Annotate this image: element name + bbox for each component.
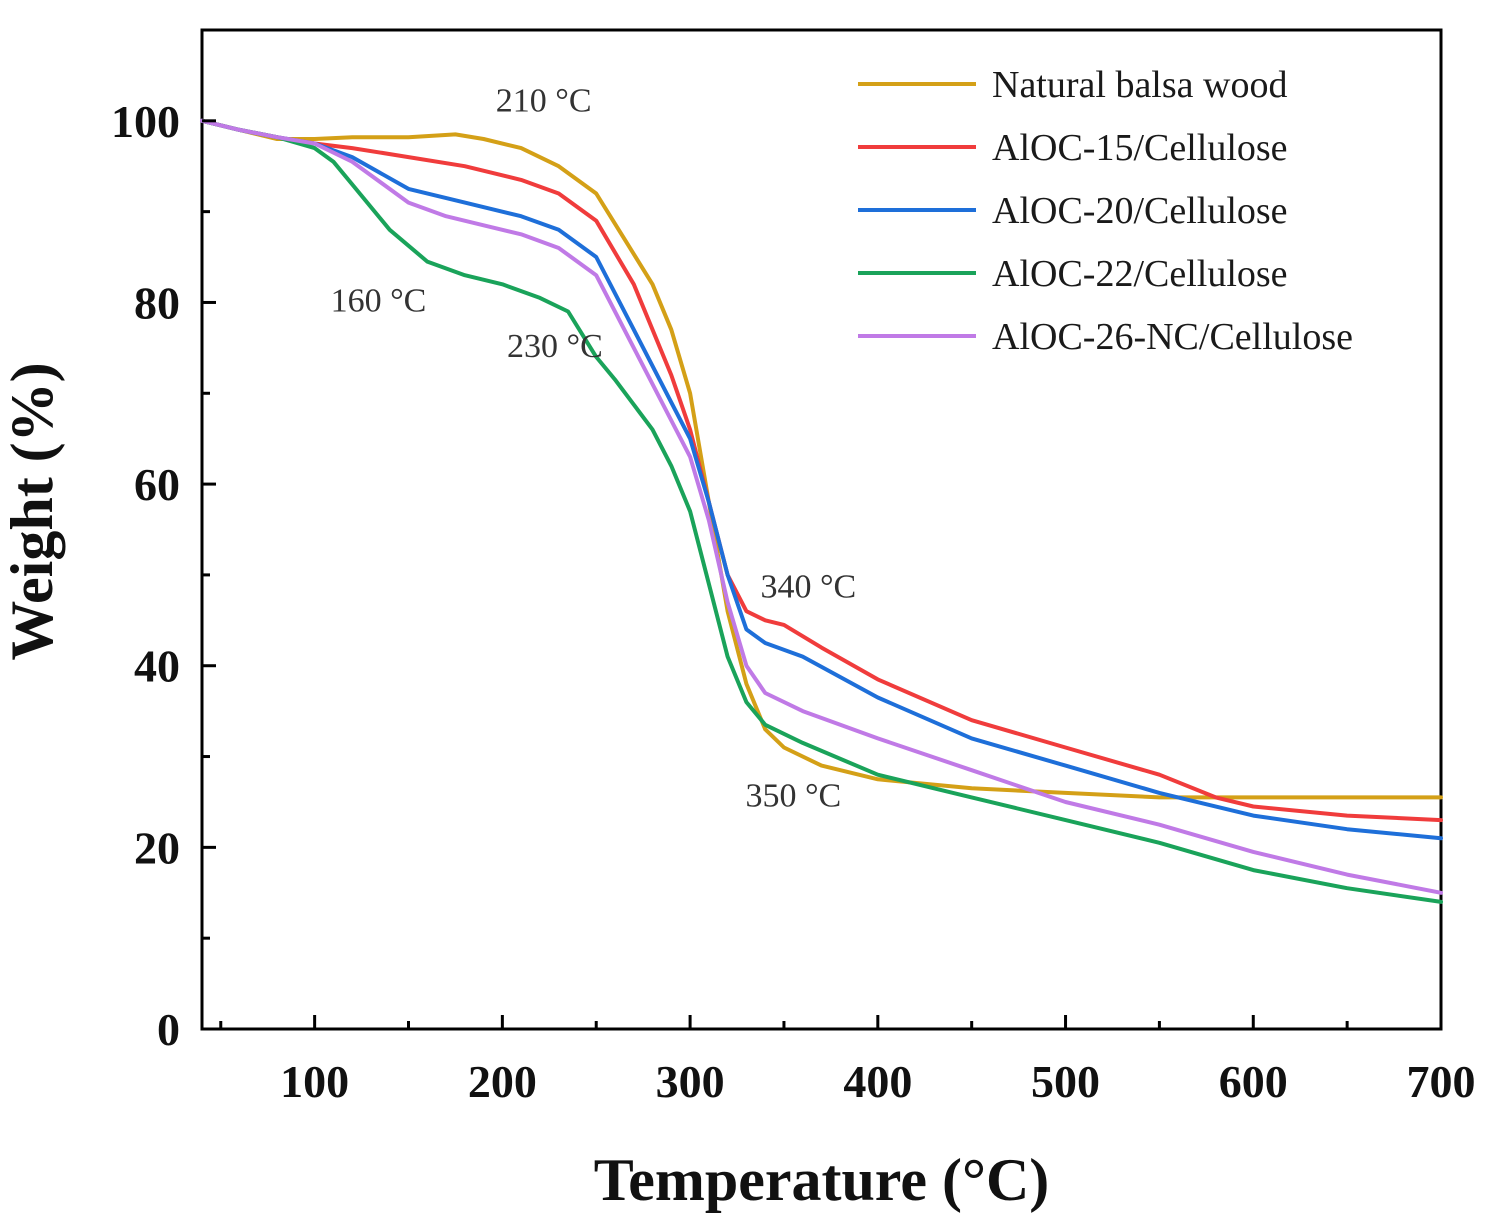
series-line-0 bbox=[200, 118, 1443, 800]
temperature-annotation: 340 °C bbox=[760, 569, 856, 606]
legend: Natural balsa wood AlOC-15/Cellulose AlOC-… bbox=[858, 64, 1353, 358]
annotations: 210 °C 160 °C 230 °C 340 °C 350 °C bbox=[331, 83, 857, 815]
x-tick-label: 100 bbox=[280, 1056, 349, 1107]
legend-label: AlOC-20/Cellulose bbox=[992, 190, 1288, 232]
y-axis-ticks: 0 20 40 60 80 100 bbox=[111, 96, 216, 1055]
x-tick-label: 400 bbox=[843, 1056, 912, 1107]
temperature-annotation: 230 °C bbox=[507, 328, 603, 365]
legend-label: AlOC-26-NC/Cellulose bbox=[992, 316, 1353, 358]
series-line-2 bbox=[200, 118, 1443, 841]
x-tick-label: 500 bbox=[1031, 1056, 1100, 1107]
y-tick-label: 0 bbox=[157, 1004, 180, 1055]
x-tick-label: 300 bbox=[656, 1056, 725, 1107]
y-axis-title: Weight (%) bbox=[0, 362, 65, 660]
y-tick-label: 20 bbox=[134, 822, 180, 873]
legend-label: AlOC-22/Cellulose bbox=[992, 253, 1288, 295]
series-group bbox=[200, 118, 1443, 904]
series-line-3 bbox=[200, 118, 1443, 904]
y-tick-label: 60 bbox=[134, 459, 180, 510]
temperature-annotation: 210 °C bbox=[496, 83, 592, 120]
x-tick-label: 600 bbox=[1219, 1056, 1288, 1107]
x-tick-label: 200 bbox=[468, 1056, 537, 1107]
plot-frame bbox=[200, 28, 1443, 1031]
plot-area: 100 200 300 400 500 600 700 0 20 40 60 80 100 210 °… bbox=[111, 28, 1476, 1107]
y-tick-label: 80 bbox=[134, 277, 180, 328]
series-line-4 bbox=[200, 118, 1443, 895]
x-axis-ticks: 100 200 300 400 500 600 700 bbox=[219, 1015, 1476, 1107]
temperature-annotation: 350 °C bbox=[745, 777, 841, 814]
legend-label: Natural balsa wood bbox=[992, 64, 1287, 106]
x-tick-label: 700 bbox=[1407, 1056, 1476, 1107]
legend-label: AlOC-15/Cellulose bbox=[992, 127, 1288, 169]
x-axis-title: Temperature (°C) bbox=[594, 1147, 1050, 1213]
y-tick-label: 40 bbox=[134, 641, 180, 692]
temperature-annotation: 160 °C bbox=[331, 283, 427, 320]
y-tick-label: 100 bbox=[111, 96, 180, 147]
